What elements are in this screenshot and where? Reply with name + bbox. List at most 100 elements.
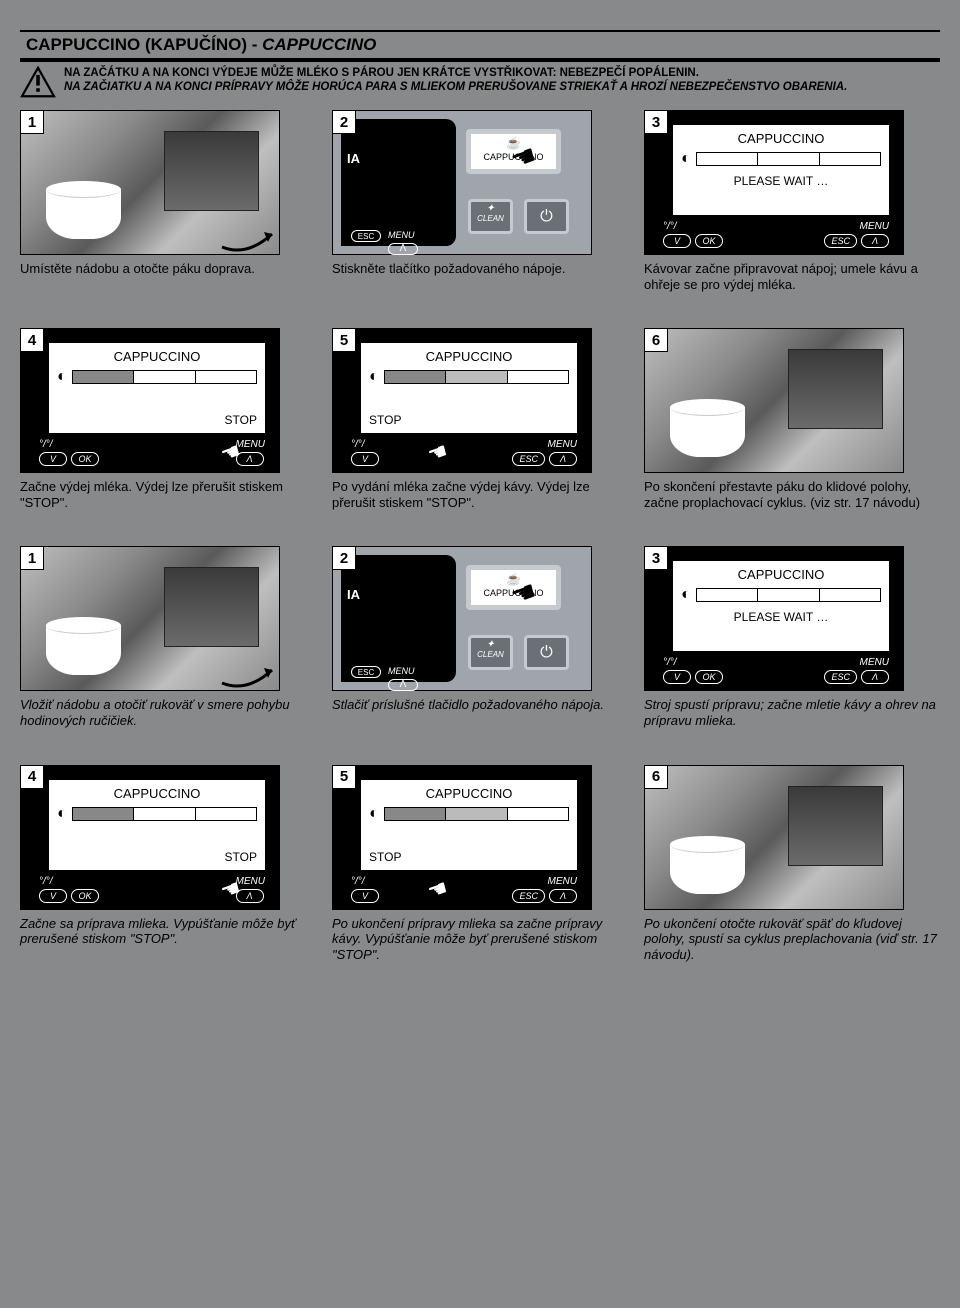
v-button[interactable]: V xyxy=(39,889,67,903)
grid-row-a: 1 Umístěte nádobu a otočte páku doprava.… xyxy=(20,110,940,292)
esc-button[interactable]: ESC xyxy=(512,889,545,903)
num-badge: 5 xyxy=(332,328,356,352)
num-badge: 4 xyxy=(20,765,44,789)
cup-icon xyxy=(670,407,745,457)
lcd-screen: CAPPUCCINO ◐ STOP xyxy=(49,780,265,870)
cell-d1: 4 CAPPUCCINO ◐ STOP ☚ °/°/ xyxy=(20,765,316,963)
panel-lcd: 3 CAPPUCCINO ◐ PLEASE WAIT … °/°/ xyxy=(644,546,904,691)
lcd-bottom-bar: °/°/ V MENU ESC Λ xyxy=(351,876,577,903)
cell-a3: 3 CAPPUCCINO ◐ PLEASE WAIT … °/°/ xyxy=(644,110,940,292)
caption: Kávovar začne připravovat nápoj; umele k… xyxy=(644,261,940,292)
mini-menu-label: MENU xyxy=(388,666,415,676)
lcd-title: CAPPUCCINO xyxy=(57,786,257,801)
up-button[interactable]: Λ xyxy=(549,889,577,903)
v-button[interactable]: V xyxy=(39,452,67,466)
cell-b1: 4 CAPPUCCINO ◐ STOP ☚ °/°/ xyxy=(20,328,316,510)
progress-bar xyxy=(72,370,257,384)
caption: Stlačiť príslušné tlačidlo požadovaného … xyxy=(332,697,628,713)
clean-button[interactable]: CLEAN xyxy=(468,199,513,234)
mini-menu-label: MENU xyxy=(388,230,415,240)
lcd-title: CAPPUCCINO xyxy=(369,786,569,801)
v-button[interactable]: V xyxy=(663,234,691,248)
cell-c1: 1 Vložiť nádobu a otočiť rukoväť v smere… xyxy=(20,546,316,728)
warn-line1: NA ZAČÁTKU A NA KONCI VÝDEJE MŮŽE MLÉKO … xyxy=(64,66,847,80)
caption: Po skončení přestavte páku do klidové po… xyxy=(644,479,940,510)
num-badge: 2 xyxy=(332,110,356,134)
stop-label: STOP xyxy=(225,413,257,427)
lcd-screen: CAPPUCCINO ◐ STOP xyxy=(361,780,577,870)
progress-bar xyxy=(696,588,881,602)
warning-row: NA ZAČÁTKU A NA KONCI VÝDEJE MŮŽE MLÉKO … xyxy=(20,66,940,98)
milk-container xyxy=(788,349,883,429)
caption: Po ukončení otočte rukoväť späť do kľudo… xyxy=(644,916,940,963)
cell-b3: 6 Po skončení přestavte páku do klidové … xyxy=(644,328,940,510)
caption: Po ukončení prípravy mlieka sa začne prí… xyxy=(332,916,628,963)
num-badge: 1 xyxy=(20,110,44,134)
num-badge: 5 xyxy=(332,765,356,789)
up-button[interactable]: Λ xyxy=(861,234,889,248)
cup-icon xyxy=(46,625,121,675)
menu-label: MENU xyxy=(236,876,265,887)
lcd-title: CAPPUCCINO xyxy=(681,567,881,582)
power-button[interactable]: ⏻ xyxy=(524,199,569,234)
panel-machine: 1 xyxy=(20,110,280,255)
v-button[interactable]: V xyxy=(663,670,691,684)
mini-up-pill: Λ xyxy=(388,679,418,691)
bean-icon: ◐ xyxy=(681,586,691,604)
lcd-title: CAPPUCCINO xyxy=(57,349,257,364)
panel-machine: 6 xyxy=(644,765,904,910)
cell-a2: 2 IA MENU ESC Λ CAPPUCCINO ☚ CLEAN ⏻ Sti… xyxy=(332,110,628,292)
strength-label: °/°/ xyxy=(663,657,723,668)
power-button[interactable]: ⏻ xyxy=(524,635,569,670)
panel-lcd: 4 CAPPUCCINO ◐ STOP ☚ °/°/ xyxy=(20,765,280,910)
lcd-screen: CAPPUCCINO ◐ PLEASE WAIT … xyxy=(673,125,889,215)
section-title: CAPPUCCINO (KAPUČÍNO) - CAPPUCCINO xyxy=(20,30,940,60)
title-b: CAPPUCCINO xyxy=(262,35,376,54)
panel-machine: 6 xyxy=(644,328,904,473)
bean-icon: ◐ xyxy=(57,368,67,386)
bean-icon: ◐ xyxy=(369,368,379,386)
num-badge: 6 xyxy=(644,765,668,789)
ok-button[interactable]: OK xyxy=(71,889,99,903)
bean-icon: ◐ xyxy=(681,150,691,168)
progress-bar xyxy=(384,807,569,821)
up-button[interactable]: Λ xyxy=(861,670,889,684)
v-button[interactable]: V xyxy=(351,452,379,466)
lcd-text: PLEASE WAIT … xyxy=(681,610,881,624)
clean-button[interactable]: CLEAN xyxy=(468,635,513,670)
lcd-bottom-bar: °/°/ V OK MENU ESC Λ xyxy=(663,657,889,684)
milk-container xyxy=(164,131,259,211)
progress-bar xyxy=(696,152,881,166)
cell-d2: 5 CAPPUCCINO ◐ STOP ☚ °/°/ xyxy=(332,765,628,963)
grid-row-b: 4 CAPPUCCINO ◐ STOP ☚ °/°/ xyxy=(20,328,940,510)
stop-label: STOP xyxy=(369,413,401,427)
caption: Stiskněte tlačítko požadovaného nápoje. xyxy=(332,261,628,277)
grid-row-d: 4 CAPPUCCINO ◐ STOP ☚ °/°/ xyxy=(20,765,940,963)
esc-button[interactable]: ESC xyxy=(824,234,857,248)
up-button[interactable]: Λ xyxy=(549,452,577,466)
num-badge: 2 xyxy=(332,546,356,570)
ok-button[interactable]: OK xyxy=(71,452,99,466)
lcd-progress-row: ◐ xyxy=(681,150,881,168)
milk-container xyxy=(164,567,259,647)
v-button[interactable]: V xyxy=(351,889,379,903)
esc-button[interactable]: ESC xyxy=(512,452,545,466)
ok-button[interactable]: OK xyxy=(695,670,723,684)
lcd-progress-row: ◐ xyxy=(57,368,257,386)
warning-text: NA ZAČÁTKU A NA KONCI VÝDEJE MŮŽE MLÉKO … xyxy=(64,66,847,95)
rotate-arrow-icon xyxy=(217,658,277,688)
lcd-title: CAPPUCCINO xyxy=(681,131,881,146)
panel-lcd: 5 CAPPUCCINO ◐ STOP ☚ °/°/ xyxy=(332,328,592,473)
esc-button[interactable]: ESC xyxy=(824,670,857,684)
screen-edge xyxy=(341,555,456,682)
panel-machine: 1 xyxy=(20,546,280,691)
manual-page: CAPPUCCINO (KAPUČÍNO) - CAPPUCCINO NA ZA… xyxy=(20,30,940,962)
cell-c3: 3 CAPPUCCINO ◐ PLEASE WAIT … °/°/ xyxy=(644,546,940,728)
ok-button[interactable]: OK xyxy=(695,234,723,248)
lcd-progress-row: ◐ xyxy=(369,805,569,823)
lcd-screen: CAPPUCCINO ◐ PLEASE WAIT … xyxy=(673,561,889,651)
caption: Po vydání mléka začne výdej kávy. Výdej … xyxy=(332,479,628,510)
grid-row-c: 1 Vložiť nádobu a otočiť rukoväť v smere… xyxy=(20,546,940,728)
strength-label: °/°/ xyxy=(663,221,723,232)
stop-label: STOP xyxy=(369,850,401,864)
